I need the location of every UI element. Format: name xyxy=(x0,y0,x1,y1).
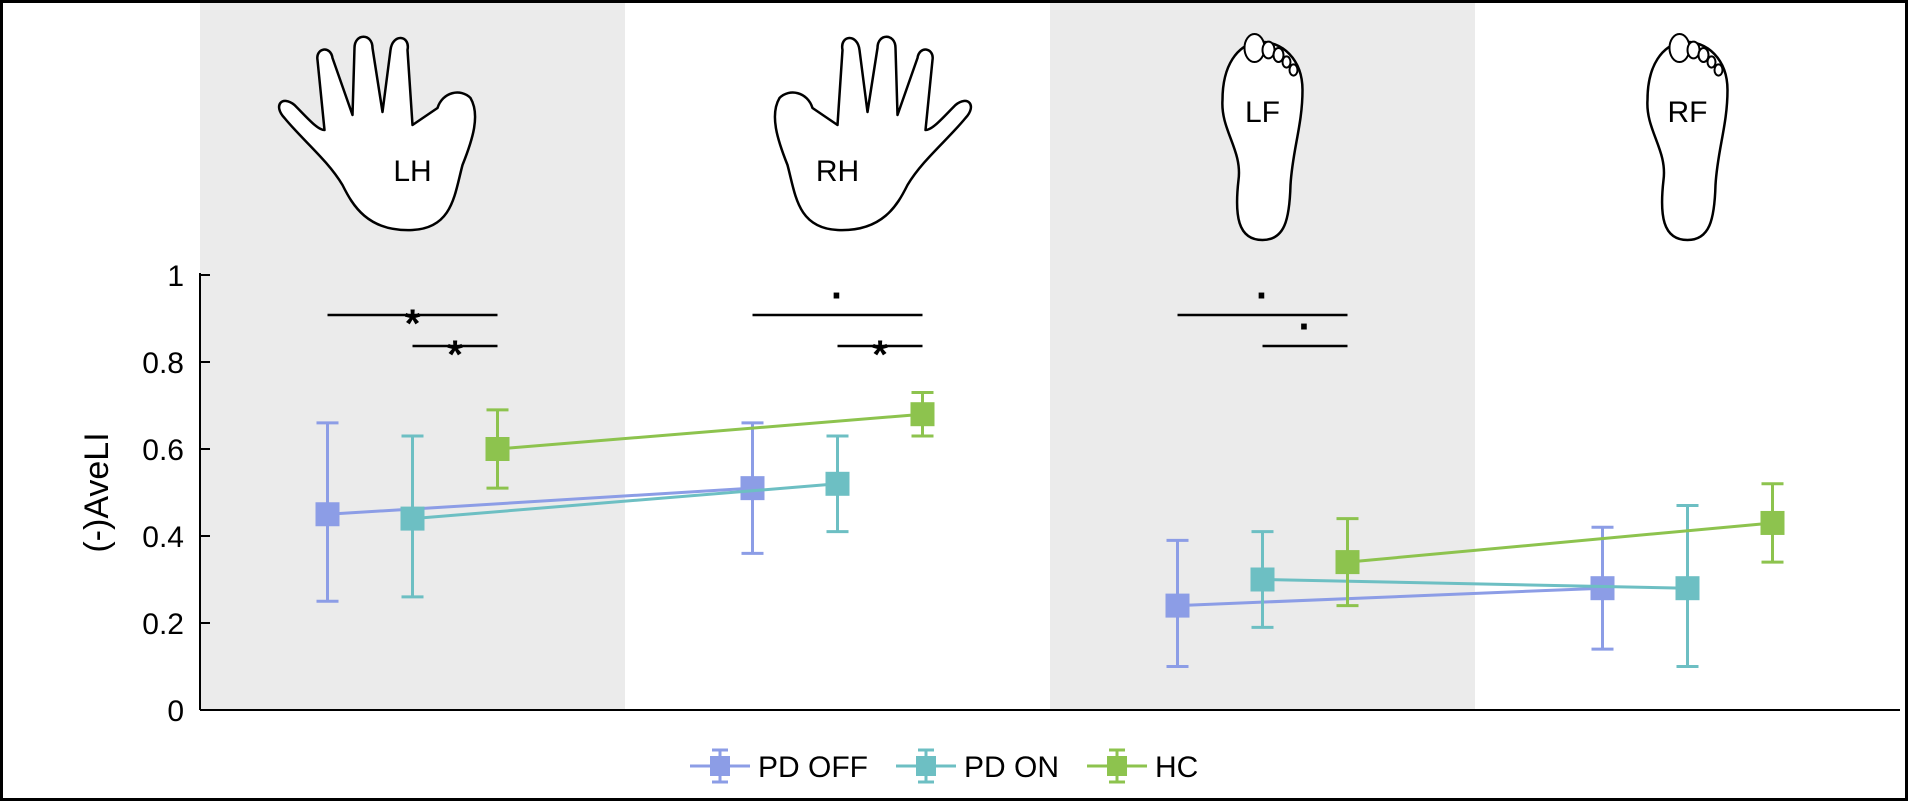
toe xyxy=(1697,47,1710,63)
legend-marker xyxy=(1107,756,1128,776)
toe xyxy=(1281,55,1292,69)
data-point xyxy=(1760,510,1785,535)
legend-entry-hc: HC xyxy=(1087,748,1198,784)
significance-star: * xyxy=(447,333,463,377)
legend-marker xyxy=(916,756,936,776)
series-line-hands xyxy=(412,482,838,521)
limb-label-lh: LH xyxy=(393,155,431,188)
toe xyxy=(1288,63,1299,77)
limb-icons: LH RH LF RF xyxy=(277,33,1729,242)
y-tick-label: 0.6 xyxy=(142,434,184,467)
data-point xyxy=(315,502,340,527)
data-point xyxy=(485,437,510,461)
significance-dot: · xyxy=(1256,274,1269,318)
data-point xyxy=(910,402,935,427)
legend-marker xyxy=(710,756,730,776)
data-point xyxy=(1250,567,1275,592)
series-pd-off xyxy=(315,421,1615,668)
series-line-feet xyxy=(1347,521,1773,564)
series-pd-on xyxy=(400,434,1700,668)
limb-label-lf: LF xyxy=(1245,96,1280,129)
axes: 0 0.2 0.4 0.6 0.8 1 (-)AveLI xyxy=(78,260,1900,728)
y-tick-label: 0 xyxy=(167,695,184,728)
data-point xyxy=(1590,576,1615,601)
toe xyxy=(1243,33,1266,63)
data-point xyxy=(740,476,765,501)
right-hand-icon: RH xyxy=(773,35,973,232)
toe xyxy=(1272,47,1285,63)
left-hand-icon: LH xyxy=(277,35,477,232)
data-point xyxy=(1335,550,1360,575)
toe xyxy=(1713,63,1724,77)
significance-dot: · xyxy=(1298,305,1311,349)
series-line-hands xyxy=(497,412,923,451)
legend-entry-pd-off: PD OFF xyxy=(690,748,868,784)
y-tick-label: 1 xyxy=(167,260,184,293)
hand-outline xyxy=(277,35,477,232)
legend-label: PD ON xyxy=(964,751,1059,784)
data-point xyxy=(1675,576,1700,601)
hand-outline xyxy=(773,35,973,232)
y-axis-label: (-)AveLI xyxy=(78,432,116,552)
series-line-feet xyxy=(1262,578,1688,590)
y-tick-label: 0.8 xyxy=(142,347,184,380)
significance-star: * xyxy=(405,302,421,346)
series-hc xyxy=(485,390,1785,608)
legend: PD OFF PD ON HC xyxy=(690,748,1198,784)
series-line-hands xyxy=(327,486,753,516)
significance-markers: * * · * · · xyxy=(327,274,1348,377)
y-tick-label: 0.2 xyxy=(142,608,184,641)
significance-dot: · xyxy=(831,274,844,318)
limb-label-rf: RF xyxy=(1668,96,1708,129)
legend-entry-pd-on: PD ON xyxy=(896,748,1059,784)
data-series xyxy=(315,390,1785,668)
toe xyxy=(1668,33,1691,63)
significance-star: * xyxy=(872,333,888,377)
toe xyxy=(1706,55,1717,69)
data-point xyxy=(400,506,425,531)
limb-label-rh: RH xyxy=(816,155,859,188)
y-tick-label: 0.4 xyxy=(142,521,184,554)
right-foot-icon: RF xyxy=(1646,33,1729,242)
data-point xyxy=(825,471,850,496)
legend-label: PD OFF xyxy=(758,751,868,784)
left-foot-icon: LF xyxy=(1221,33,1304,242)
data-point xyxy=(1165,593,1190,618)
legend-label: HC xyxy=(1155,751,1198,784)
series-line-feet xyxy=(1177,586,1603,608)
